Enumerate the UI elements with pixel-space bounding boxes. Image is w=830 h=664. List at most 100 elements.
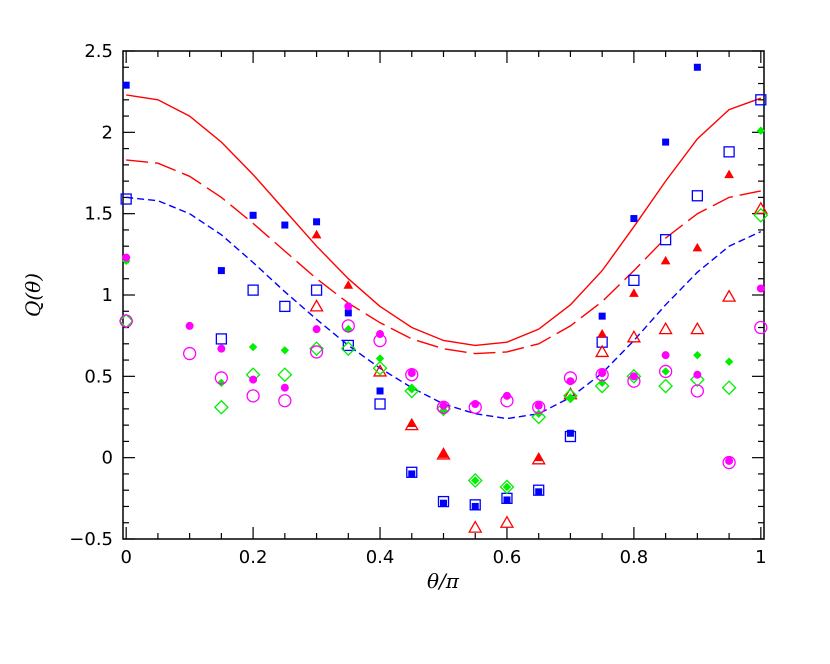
circle-filled-point (122, 253, 131, 262)
axis-ticks (123, 50, 764, 540)
square-filled-point (598, 312, 606, 320)
circle-filled-point (725, 456, 734, 465)
diamond-open-point (594, 378, 610, 394)
circle-open-point (405, 368, 419, 382)
triangle-filled-point (311, 229, 322, 239)
circle-filled-point (756, 284, 765, 293)
square-filled-point (535, 488, 543, 496)
diamond-open-point (689, 372, 705, 388)
square-open-point (310, 284, 323, 296)
square-open-point (437, 495, 450, 508)
x-axis-label: θ/π (427, 569, 460, 593)
diamond-filled-point (280, 346, 290, 355)
square-open-point (469, 499, 481, 511)
circle-filled-point (566, 377, 575, 386)
triangle-open-point (753, 201, 768, 214)
square-filled-point (471, 502, 479, 510)
diamond-open-point (626, 368, 642, 384)
diamond-open-point (467, 473, 483, 488)
circle-filled-point (693, 370, 702, 379)
triangle-open-point (626, 329, 642, 343)
circle-filled-point (407, 369, 416, 378)
x-tick-label: 0.8 (620, 547, 649, 568)
square-filled-point (344, 309, 352, 317)
diamond-open-point (531, 409, 547, 425)
square-open-point (533, 484, 545, 496)
diamond-filled-point (407, 385, 416, 394)
y-tick-label: 0.5 (84, 366, 113, 387)
diamond-filled-point (502, 482, 512, 492)
y-tick-label: −0.5 (69, 529, 113, 550)
circle-filled-point (280, 383, 289, 392)
circle-filled-point (534, 401, 543, 410)
square-filled-point (313, 218, 321, 226)
diamond-filled-point (344, 324, 353, 334)
square-filled-point (122, 81, 130, 89)
circle-filled-point (439, 401, 448, 410)
diamond-open-point (721, 380, 737, 396)
square-open-point (755, 94, 767, 106)
diamond-filled-point (471, 476, 480, 485)
triangle-filled-point (660, 255, 671, 265)
curve-solid (126, 94, 762, 347)
triangle-open-point (658, 321, 673, 335)
circle-open-point (532, 400, 546, 414)
triangle-open-point (690, 321, 705, 335)
square-open-point (723, 146, 735, 158)
square-filled-point (503, 496, 511, 504)
diamond-open-point (753, 207, 769, 223)
square-open-point (628, 274, 640, 287)
circle-open-point (182, 346, 197, 361)
square-open-point (247, 284, 259, 296)
y-axis-label: Q(θ) (21, 273, 45, 317)
y-tick-label: 1.5 (84, 204, 113, 225)
diamond-filled-point (566, 393, 575, 402)
square-filled-point (693, 63, 701, 71)
diamond-filled-point (693, 350, 702, 360)
circle-open-point (722, 455, 736, 470)
circle-open-point (468, 400, 482, 414)
circle-open-point (278, 394, 292, 408)
circle-filled-point (344, 302, 353, 311)
circle-open-point (246, 389, 260, 403)
circle-filled-point (312, 325, 321, 334)
triangle-filled-point (597, 329, 608, 338)
circle-open-point (563, 371, 578, 385)
diamond-open-point (277, 367, 293, 383)
square-filled-point (408, 470, 416, 478)
circle-filled-point (217, 344, 226, 353)
triangle-filled-point (724, 169, 734, 179)
model-curves (126, 94, 762, 420)
y-tick-label: 0 (102, 448, 113, 469)
circle-open-point (309, 345, 324, 359)
square-open-point (342, 339, 354, 352)
y-tick-label: 1 (102, 285, 113, 306)
circle-filled-point (249, 375, 258, 384)
triangle-open-point (499, 515, 515, 528)
diamond-filled-point (724, 357, 734, 366)
x-tick-label: 0.2 (239, 547, 268, 568)
diamond-open-point (563, 388, 578, 404)
tick-labels: 0 0.2 0.4 0.6 0.8 1 −0.5 0 0.5 1 1.5 2 2.5 (69, 41, 766, 568)
triangle-filled-point (692, 242, 703, 252)
x-tick-label: 1 (755, 547, 766, 568)
square-open-point (691, 190, 704, 202)
square-filled-point (376, 387, 384, 395)
diamond-open-point (658, 378, 674, 394)
circle-open-point (500, 394, 514, 408)
y-tick-label: 2.5 (84, 41, 113, 62)
circle-open-point (690, 384, 705, 398)
curve-longdash (126, 159, 761, 355)
triangle-filled-point (343, 280, 354, 289)
diamond-open-point (436, 401, 451, 417)
circle-open-point (119, 314, 133, 328)
square-open-point (120, 193, 132, 205)
diamond-filled-point (217, 378, 226, 388)
x-tick-label: 0.4 (366, 547, 395, 568)
square-filled-point (630, 215, 638, 223)
triangle-open-point (404, 417, 419, 431)
circle-filled-point (598, 369, 607, 378)
circle-filled-point (661, 351, 670, 360)
triangle-filled-point (438, 449, 449, 458)
